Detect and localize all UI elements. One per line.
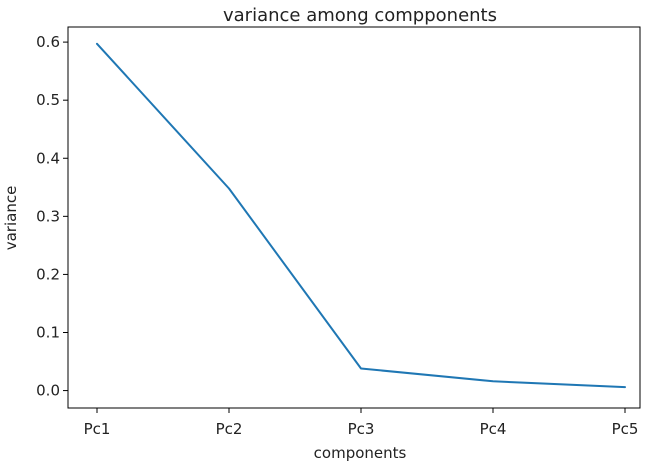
x-tick-label: Pc2 — [216, 420, 243, 438]
series-line — [96, 42, 626, 389]
plot-area — [67, 26, 641, 409]
y-tick-label: 0.1 — [36, 323, 60, 341]
y-tick-label: 0.3 — [36, 207, 60, 225]
y-tick-label: 0.4 — [36, 149, 60, 167]
y-axis: 0.0 0.1 0.2 0.3 0.4 0.5 0.6 — [36, 33, 68, 400]
series-layer — [96, 42, 626, 389]
chart-title: variance among compponents — [223, 5, 497, 26]
y-tick-label: 0.5 — [36, 91, 60, 109]
x-tick-label: Pc4 — [480, 420, 507, 438]
y-axis-title: variance — [2, 186, 20, 251]
y-tick-label: 0.0 — [36, 382, 60, 400]
y-tick-label: 0.2 — [36, 265, 60, 283]
x-tick-label: Pc5 — [612, 420, 639, 438]
x-tick-label: Pc3 — [348, 420, 375, 438]
x-axis: Pc1 Pc2 Pc3 Pc4 Pc5 — [84, 408, 639, 438]
x-tick-label: Pc1 — [84, 420, 111, 438]
y-tick-label: 0.6 — [36, 33, 60, 51]
x-axis-title: components — [314, 444, 407, 462]
